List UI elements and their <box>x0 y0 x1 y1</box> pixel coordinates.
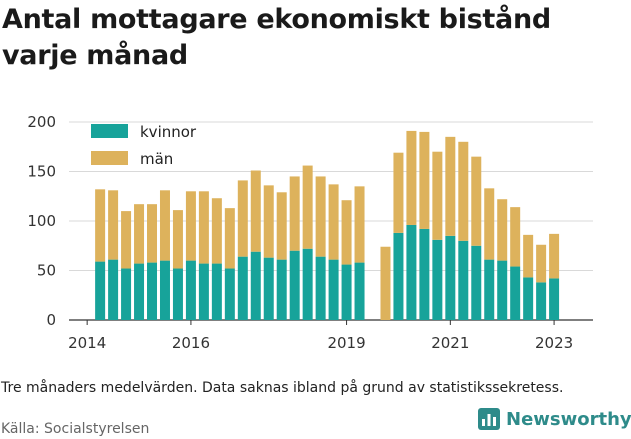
bar-kvinnor <box>406 224 417 320</box>
y-axis-tick-labels: 0 50 100 150 200 <box>27 113 56 329</box>
y-tick-label: 100 <box>27 212 56 230</box>
y-tick-label: 200 <box>27 113 56 131</box>
bar-kvinnor <box>354 262 365 320</box>
bar-kvinnor <box>419 228 430 320</box>
bar-kvinnor <box>263 257 274 320</box>
bar-man <box>237 180 248 257</box>
legend-label: män <box>140 150 173 168</box>
bar-man <box>523 234 534 278</box>
bar-man <box>406 130 417 225</box>
bar-man <box>198 191 209 264</box>
x-tick-label: 2023 <box>535 334 573 352</box>
bar-man <box>549 233 560 279</box>
bar-kvinnor <box>484 259 495 320</box>
bar-chart-icon <box>478 408 500 430</box>
chart-title: Antal mottagare ekonomiskt bistånd varje… <box>2 4 551 71</box>
bar-man <box>95 189 106 262</box>
bar-kvinnor <box>250 251 261 320</box>
brand-logo: Newsworthy <box>478 408 631 430</box>
bar-kvinnor <box>224 268 235 320</box>
bar-man <box>172 210 183 269</box>
bar-man <box>354 186 365 263</box>
bar-man <box>250 170 261 252</box>
y-tick-label: 0 <box>46 311 56 329</box>
bar-kvinnor <box>458 240 469 320</box>
bar-kvinnor <box>185 260 196 320</box>
brand-name: Newsworthy <box>506 408 631 430</box>
footnote: Tre månaders medelvärden. Data saknas ib… <box>1 380 564 396</box>
bar-man <box>159 190 170 261</box>
bar-man <box>497 199 508 261</box>
bar-kvinnor <box>147 262 158 320</box>
bar-man <box>393 152 404 233</box>
bar-man <box>328 184 339 260</box>
bars <box>95 130 560 320</box>
y-tick-label: 50 <box>37 262 56 280</box>
bar-man <box>211 198 222 264</box>
bar-kvinnor <box>302 248 313 320</box>
bar-man <box>134 204 145 264</box>
bar-man <box>185 191 196 261</box>
bar-kvinnor <box>289 250 300 320</box>
bar-kvinnor <box>121 268 132 320</box>
bar-kvinnor <box>237 256 248 320</box>
bar-kvinnor <box>108 259 119 320</box>
bar-kvinnor <box>159 260 170 320</box>
bar-man <box>315 176 326 257</box>
bar-man <box>510 207 521 267</box>
bar-man <box>458 141 469 241</box>
x-axis: 2014 2016 2019 2021 2023 <box>68 320 573 352</box>
bar-man <box>445 136 456 236</box>
bar-man <box>224 208 235 269</box>
bar-kvinnor <box>211 263 222 320</box>
bar-kvinnor <box>328 259 339 320</box>
bar-kvinnor <box>445 235 456 320</box>
bar-man <box>108 190 119 260</box>
bar-man <box>276 192 287 260</box>
bar-kvinnor <box>315 256 326 320</box>
bar-kvinnor <box>510 266 521 320</box>
bar-man <box>432 151 443 240</box>
bar-man <box>380 246 391 320</box>
bar-man <box>536 244 547 283</box>
bar-man <box>121 211 132 269</box>
bar-man <box>341 200 352 265</box>
y-tick-label: 150 <box>27 163 56 181</box>
bar-man <box>147 204 158 263</box>
x-tick-label: 2021 <box>431 334 469 352</box>
bar-man <box>263 185 274 258</box>
bar-man <box>289 176 300 251</box>
bar-kvinnor <box>471 245 482 320</box>
bar-kvinnor <box>393 232 404 320</box>
bar-kvinnor <box>198 263 209 320</box>
bar-man <box>484 188 495 260</box>
source-text: Källa: Socialstyrelsen <box>1 421 150 437</box>
legend-swatch <box>91 151 128 165</box>
bar-kvinnor <box>432 239 443 320</box>
bar-man <box>419 131 430 229</box>
bar-kvinnor <box>536 282 547 320</box>
x-tick-label: 2016 <box>172 334 210 352</box>
bar-kvinnor <box>134 263 145 320</box>
bar-kvinnor <box>523 277 534 320</box>
legend-swatch <box>91 124 128 138</box>
bar-kvinnor <box>276 259 287 320</box>
bar-kvinnor <box>341 264 352 320</box>
bar-man <box>302 165 313 249</box>
bar-kvinnor <box>95 261 106 320</box>
legend: kvinnor män <box>91 123 197 168</box>
x-tick-label: 2014 <box>68 334 106 352</box>
bar-kvinnor <box>497 260 508 320</box>
bar-kvinnor <box>172 268 183 320</box>
x-tick-label: 2019 <box>327 334 365 352</box>
bar-kvinnor <box>549 278 560 320</box>
legend-label: kvinnor <box>140 123 197 141</box>
bar-man <box>471 156 482 246</box>
